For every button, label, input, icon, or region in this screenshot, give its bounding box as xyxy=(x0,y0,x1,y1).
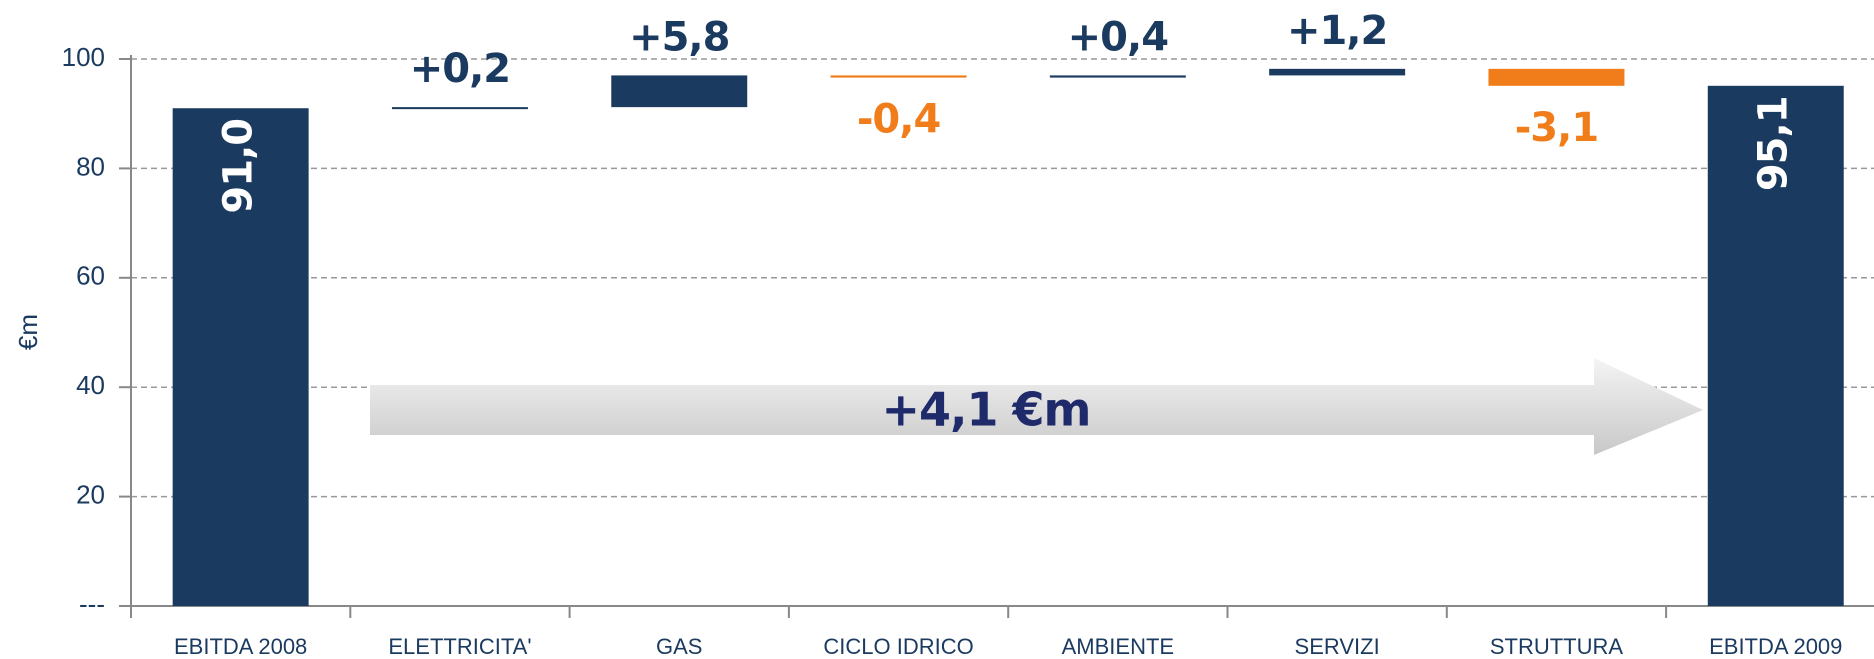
bar xyxy=(391,107,528,110)
annotation: +4,1 €m xyxy=(882,383,1091,437)
bar xyxy=(1049,75,1186,78)
bar xyxy=(1707,85,1844,607)
arrow xyxy=(370,358,1703,455)
y-tick-label: 20 xyxy=(76,479,105,509)
y-tick-label: 40 xyxy=(76,370,105,400)
bar xyxy=(172,108,309,606)
y-tick-label: --- xyxy=(79,589,105,619)
x-tick-label: AMBIENTE xyxy=(1062,634,1174,659)
value-label: -0,4 xyxy=(857,97,940,143)
value-label: +0,2 xyxy=(410,46,510,92)
x-tick-label: GAS xyxy=(656,634,702,659)
x-tick-label: CICLO IDRICO xyxy=(823,634,973,659)
x-tick-label: EBITDA 2009 xyxy=(1709,634,1842,659)
bar xyxy=(830,75,967,78)
x-tick-label: ELETTRICITA' xyxy=(388,634,531,659)
x-tick-label: SERVIZI xyxy=(1295,634,1380,659)
y-tick-label: 80 xyxy=(76,151,105,181)
value-label: +0,4 xyxy=(1068,14,1168,60)
bar xyxy=(1488,68,1625,86)
bar xyxy=(1269,68,1406,76)
x-tick-label: EBITDA 2008 xyxy=(174,634,307,659)
value-label: 91,0 xyxy=(216,119,262,214)
value-label: +1,2 xyxy=(1287,8,1387,54)
x-tick-label: STRUTTURA xyxy=(1490,634,1624,659)
y-tick-label: 100 xyxy=(62,42,105,72)
y-axis-label: €m xyxy=(13,314,43,350)
value-label: -3,1 xyxy=(1515,105,1598,151)
value-label: 95,1 xyxy=(1751,96,1797,191)
value-label: +5,8 xyxy=(629,14,729,60)
y-tick-label: 60 xyxy=(76,261,105,291)
bar xyxy=(611,75,748,108)
